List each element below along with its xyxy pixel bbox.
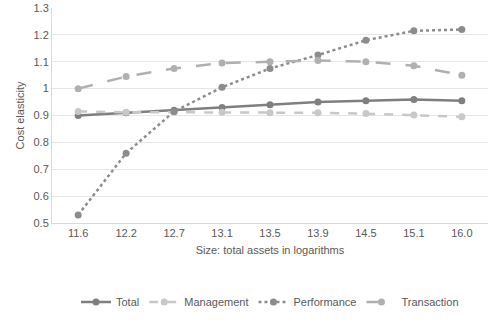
svg-text:Performance: Performance	[293, 296, 356, 308]
svg-text:13.5: 13.5	[259, 227, 280, 239]
svg-text:12.7: 12.7	[163, 227, 184, 239]
svg-text:13.1: 13.1	[211, 227, 232, 239]
svg-text:0.8: 0.8	[34, 136, 49, 148]
svg-text:0.7: 0.7	[34, 163, 49, 175]
svg-text:Cost elasticity: Cost elasticity	[14, 81, 26, 149]
svg-text:1: 1	[43, 82, 49, 94]
svg-text:1.3: 1.3	[34, 2, 49, 14]
svg-text:Size: total assets in logarith: Size: total assets in logarithms	[196, 244, 345, 256]
svg-text:15.1: 15.1	[403, 227, 424, 239]
svg-text:11.6: 11.6	[68, 227, 89, 239]
svg-text:16.0: 16.0	[451, 227, 472, 239]
svg-text:0.6: 0.6	[34, 190, 49, 202]
svg-text:1.2: 1.2	[34, 29, 49, 41]
svg-text:12.2: 12.2	[115, 227, 136, 239]
svg-text:Total: Total	[116, 296, 139, 308]
svg-text:Management: Management	[184, 296, 248, 308]
svg-text:13.9: 13.9	[307, 227, 328, 239]
svg-text:0.9: 0.9	[34, 109, 49, 121]
svg-text:0.5: 0.5	[34, 217, 49, 229]
svg-text:1.1: 1.1	[34, 56, 49, 68]
svg-text:14.5: 14.5	[355, 227, 376, 239]
svg-text:Transaction: Transaction	[401, 296, 458, 308]
